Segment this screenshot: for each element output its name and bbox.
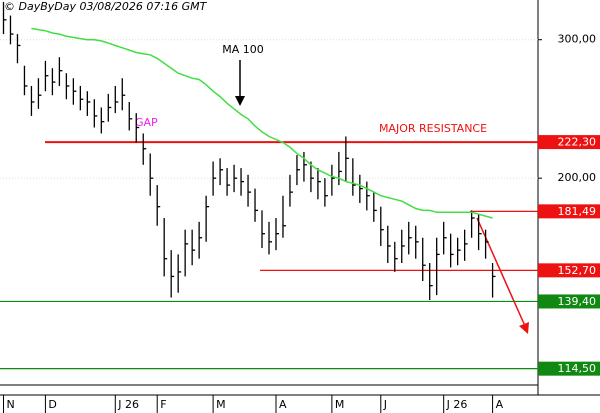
- level-box: [538, 135, 600, 150]
- x-tick-label: F: [160, 398, 166, 411]
- y-tick-label: 300,00: [558, 33, 597, 46]
- level-box: [538, 263, 600, 278]
- level-box: [538, 204, 600, 219]
- level-label: 222,30: [558, 136, 597, 149]
- level-label: 181,49: [558, 205, 597, 218]
- gap-label: GAP: [135, 116, 158, 129]
- x-tick-label: J: [383, 398, 387, 411]
- resistance-label: MAJOR RESISTANCE: [379, 122, 487, 135]
- x-tick-label: M: [216, 398, 226, 411]
- header: © DayByDay 03/08/2026 07:16 GMT: [4, 0, 208, 13]
- level-label: 114,50: [558, 362, 597, 375]
- ma-label: MA 100: [222, 43, 264, 56]
- ma-arrow-head: [235, 96, 245, 106]
- x-tick-label: A: [496, 398, 504, 411]
- level-label: 139,40: [558, 295, 597, 308]
- x-tick-label: N: [6, 398, 14, 411]
- x-tick-label: J 26: [117, 398, 139, 411]
- x-tick-label: J 26: [446, 398, 468, 411]
- level-label: 152,70: [558, 264, 597, 277]
- ma-line: [31, 27, 493, 219]
- level-box: [538, 361, 600, 376]
- trend-arrow-head: [519, 322, 529, 334]
- y-tick-label: 200,00: [558, 171, 597, 184]
- level-box: [538, 294, 600, 309]
- x-tick-label: A: [279, 398, 287, 411]
- x-tick-label: M: [335, 398, 345, 411]
- x-tick-label: D: [48, 398, 56, 411]
